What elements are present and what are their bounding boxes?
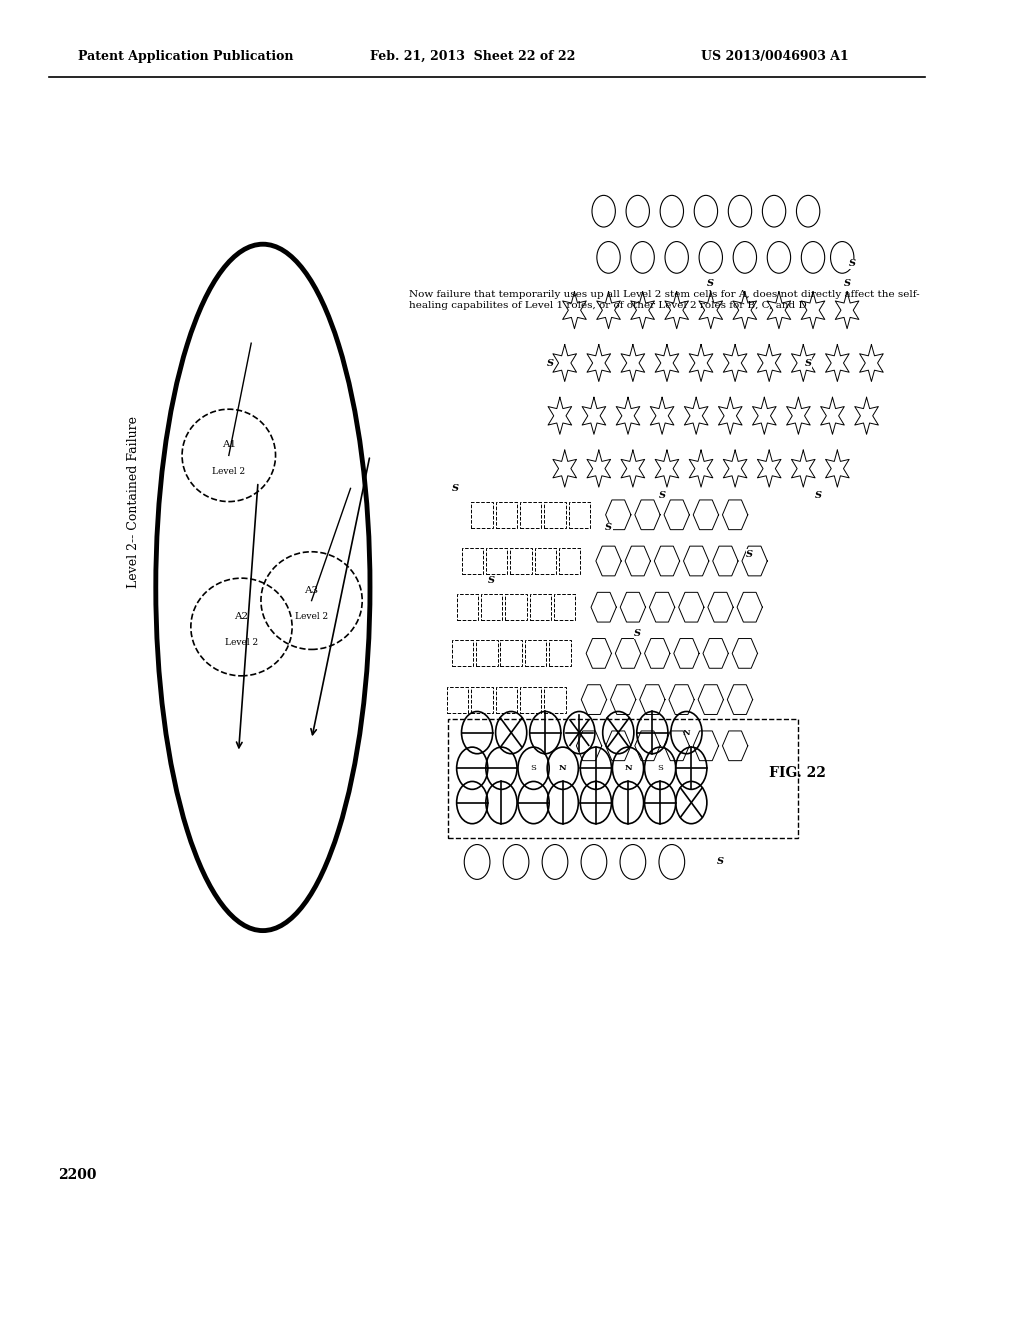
Bar: [545, 686, 565, 713]
Bar: [559, 548, 581, 574]
Text: S: S: [844, 280, 851, 288]
Text: S: S: [547, 359, 554, 367]
Text: FIG. 22: FIG. 22: [769, 766, 826, 780]
Text: S: S: [849, 260, 855, 268]
Bar: [505, 594, 526, 620]
Bar: [554, 594, 575, 620]
Text: 2200: 2200: [58, 1168, 97, 1183]
Bar: [525, 640, 546, 667]
Bar: [452, 640, 473, 667]
Text: Patent Application Publication: Patent Application Publication: [78, 50, 294, 63]
Text: S: S: [657, 764, 664, 772]
Bar: [447, 719, 799, 838]
Bar: [462, 548, 483, 574]
Text: S: S: [634, 630, 641, 638]
Text: S: S: [708, 280, 715, 288]
Bar: [520, 686, 542, 713]
Bar: [520, 502, 542, 528]
Text: Level 2: Level 2: [295, 612, 328, 620]
Text: N: N: [559, 764, 566, 772]
Bar: [535, 548, 556, 574]
Text: Now failure that temporarily uses up all Level 2 stem cells for A, does not dire: Now failure that temporarily uses up all…: [409, 290, 920, 310]
Bar: [496, 502, 517, 528]
Text: Level 2-- Contained Failure: Level 2-- Contained Failure: [127, 416, 139, 587]
Text: Feb. 21, 2013  Sheet 22 of 22: Feb. 21, 2013 Sheet 22 of 22: [370, 50, 575, 63]
Bar: [446, 686, 468, 713]
Bar: [501, 640, 522, 667]
Text: Level 2: Level 2: [225, 639, 258, 647]
Bar: [485, 548, 507, 574]
Text: S: S: [717, 858, 724, 866]
Text: A3: A3: [304, 586, 318, 594]
Text: S: S: [805, 359, 812, 367]
Bar: [457, 594, 478, 620]
Text: S: S: [453, 484, 459, 492]
Text: S: S: [488, 577, 496, 585]
Bar: [481, 594, 503, 620]
Text: S: S: [814, 491, 821, 499]
Text: US 2013/0046903 A1: US 2013/0046903 A1: [701, 50, 849, 63]
Text: N: N: [625, 764, 632, 772]
Text: A1: A1: [222, 441, 236, 449]
Bar: [471, 502, 493, 528]
Bar: [510, 548, 531, 574]
Text: A2: A2: [234, 612, 249, 620]
Text: N: N: [683, 729, 690, 737]
Bar: [471, 686, 493, 713]
Text: S: S: [746, 550, 754, 558]
Bar: [568, 502, 590, 528]
Bar: [549, 640, 570, 667]
Bar: [476, 640, 498, 667]
Text: S: S: [530, 764, 537, 772]
Bar: [545, 502, 565, 528]
Text: S: S: [605, 524, 612, 532]
Bar: [529, 594, 551, 620]
Text: Level 2: Level 2: [212, 467, 246, 475]
Bar: [496, 686, 517, 713]
Text: S: S: [658, 491, 666, 499]
